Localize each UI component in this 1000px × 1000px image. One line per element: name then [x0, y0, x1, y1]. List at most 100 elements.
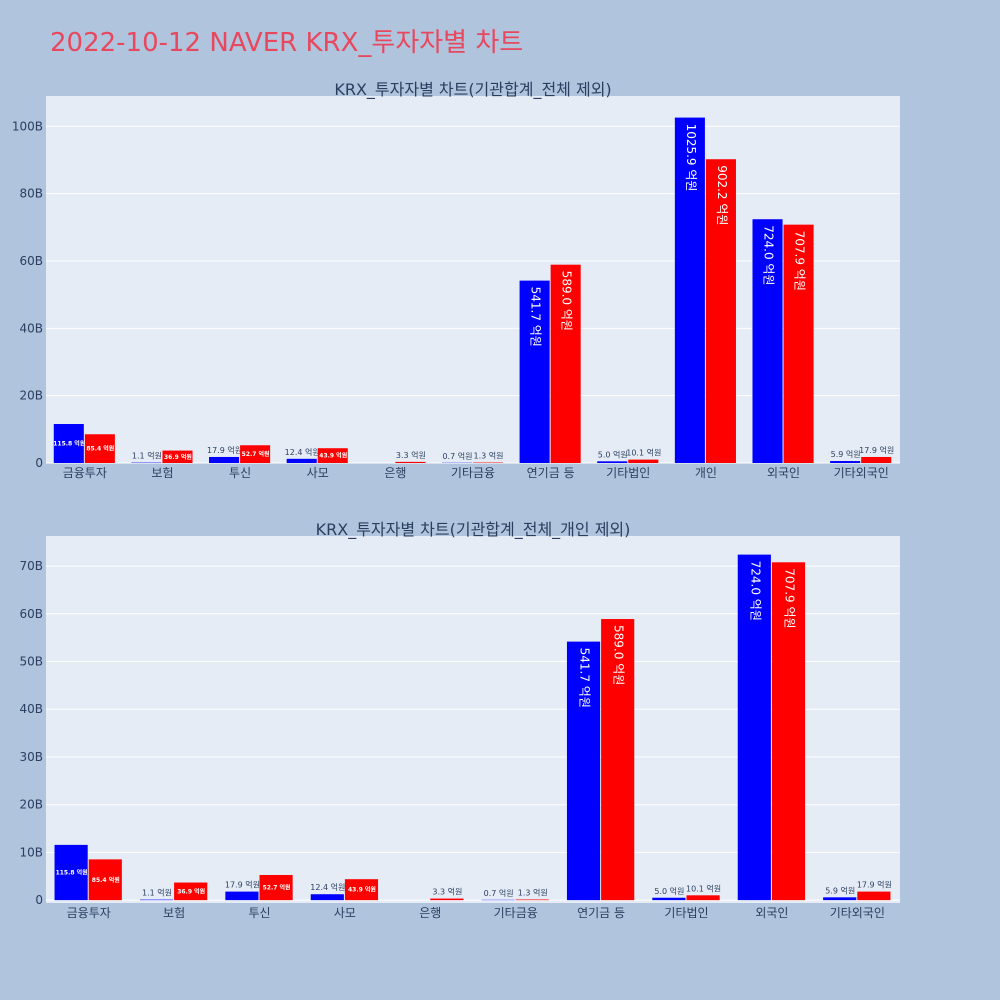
data-label: 36.9 억원: [164, 453, 192, 461]
data-label: 1.1 억원: [142, 888, 172, 898]
x-tick-label: 기타법인: [664, 906, 708, 920]
bar: [771, 562, 806, 901]
data-label: 3.3 억원: [396, 450, 426, 460]
data-label: 12.4 억원: [310, 882, 345, 892]
bar: [344, 879, 379, 901]
data-label: 17.9 억원: [859, 445, 894, 455]
x-tick-label: 금융투자: [67, 906, 111, 920]
page-title: 2022-10-12 NAVER KRX_투자자별 차트: [50, 28, 524, 58]
data-label: 724.0 억원: [762, 225, 776, 285]
data-label: 3.3 억원: [432, 887, 462, 897]
bar: [395, 461, 426, 463]
data-label: 0.7 억원: [484, 888, 514, 898]
x-tick-label: 사모: [307, 466, 329, 480]
data-label: 1.3 억원: [474, 451, 504, 461]
bar: [823, 897, 857, 901]
bar: [830, 461, 861, 463]
bar: [783, 224, 814, 463]
bar: [601, 619, 635, 901]
data-label: 5.0 억원: [654, 886, 684, 896]
y-tick-label: 0: [35, 456, 43, 470]
x-tick-label: 사모: [334, 906, 356, 920]
x-tick-label: 보험: [163, 906, 185, 920]
data-label: 5.9 억원: [825, 885, 855, 895]
bar: [84, 434, 115, 463]
data-label: 10.1 억원: [626, 448, 661, 458]
chart-title: KRX_투자자별 차트(기관합계_전체_개인 제외): [316, 520, 631, 540]
data-label: 541.7 억원: [578, 648, 592, 708]
bar: [259, 874, 293, 901]
bar: [139, 899, 174, 901]
data-label: 10.1 억원: [686, 883, 721, 893]
y-tick-label: 10B: [19, 845, 43, 859]
data-label: 17.9 억원: [225, 880, 260, 890]
x-tick-label: 기타외국인: [830, 906, 885, 920]
bar: [566, 641, 601, 901]
data-label: 17.9 억원: [207, 445, 242, 455]
bar: [861, 456, 892, 463]
bar: [652, 897, 686, 901]
bar: [310, 894, 344, 901]
bar: [686, 895, 720, 901]
data-label: 589.0 억원: [612, 625, 626, 685]
bar: [430, 898, 464, 901]
data-label: 17.9 억원: [857, 880, 892, 890]
y-tick-label: 30B: [19, 750, 43, 764]
chart-upper: 0 20B 40B 60B 80B 100B KRX_투자자별 차트(기관합계_전체 제외)…: [12, 80, 900, 480]
x-tick-label: 외국인: [755, 906, 788, 920]
x-tick-label: 기타외국인: [834, 466, 889, 480]
data-label: 43.9 억원: [348, 886, 376, 894]
bar: [286, 458, 317, 463]
data-label: 12.4 억원: [285, 447, 320, 457]
data-label: 1.3 억원: [518, 888, 548, 898]
x-tick-label: 보험: [151, 466, 173, 480]
chart-title: KRX_투자자별 차트(기관합계_전체 제외): [334, 80, 611, 100]
x-tick-label: 금융투자: [63, 466, 107, 480]
bar: [674, 117, 705, 464]
y-tick-label: 80B: [19, 187, 43, 201]
data-label: 85.4 억원: [86, 445, 114, 453]
data-label: 1025.9 억원: [684, 124, 698, 192]
x-tick-label: 은행: [384, 465, 406, 480]
data-label: 115.8 억원: [56, 869, 88, 877]
bar: [550, 264, 581, 463]
data-label: 5.0 억원: [598, 449, 628, 459]
x-tick-label: 연기금 등: [577, 906, 625, 920]
bar: [53, 424, 84, 463]
x-tick-label: 연기금 등: [527, 466, 575, 480]
y-tick-label: 20B: [19, 798, 43, 812]
y-tick-label: 70B: [19, 559, 43, 573]
data-label: 589.0 억원: [560, 271, 574, 331]
bar: [705, 159, 736, 463]
y-tick-label: 60B: [19, 607, 43, 621]
bar: [209, 456, 240, 463]
data-label: 902.2 억원: [715, 165, 729, 225]
x-tick-label: 은행: [419, 905, 441, 920]
y-tick-label: 0: [35, 893, 43, 907]
data-label: 115.8 억원: [53, 440, 85, 448]
data-label: 724.0 억원: [748, 561, 762, 621]
bar: [628, 459, 659, 463]
bar: [317, 448, 348, 463]
x-tick-label: 기타금융: [451, 466, 495, 480]
bar: [515, 899, 549, 901]
x-tick-label: 개인: [695, 466, 717, 480]
data-label: 85.4 억원: [92, 876, 120, 884]
data-label: 5.9 억원: [831, 449, 861, 459]
x-tick-label: 외국인: [767, 466, 800, 480]
bar: [174, 882, 208, 901]
x-tick-label: 투신: [248, 906, 270, 920]
data-label: 541.7 억원: [529, 287, 543, 347]
data-label: 707.9 억원: [782, 568, 796, 628]
bar: [597, 461, 628, 463]
bar: [519, 280, 550, 463]
data-label: 0.7 억원: [442, 451, 472, 461]
bar: [857, 891, 891, 901]
y-tick-label: 40B: [19, 702, 43, 716]
y-tick-label: 40B: [19, 321, 43, 335]
data-label: 43.9 억원: [319, 452, 347, 460]
data-label: 52.7 억원: [242, 450, 270, 458]
bar: [752, 219, 783, 463]
bar: [737, 554, 771, 901]
x-tick-label: 기타법인: [606, 466, 650, 480]
